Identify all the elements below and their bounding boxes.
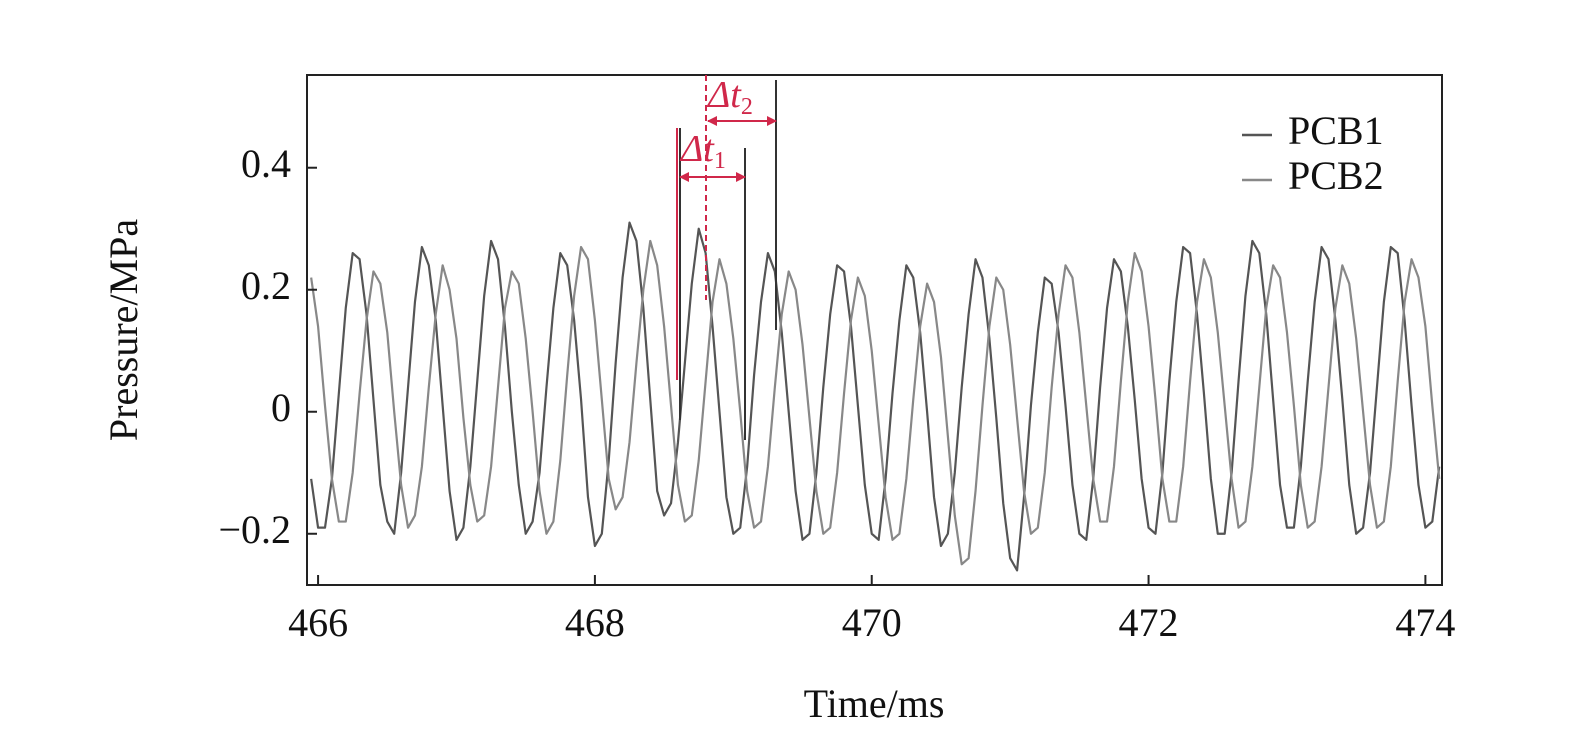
y-tick-label: −0.2: [218, 507, 291, 552]
x-tick-label: 468: [565, 600, 625, 645]
y-tick-label: 0.4: [241, 141, 291, 186]
x-tick-label: 466: [288, 600, 348, 645]
y-axis-label: Pressure/MPa: [101, 219, 146, 441]
x-tick-label: 472: [1119, 600, 1179, 645]
x-axis-label: Time/ms: [804, 681, 945, 726]
annotation-lines: [676, 75, 777, 440]
annotation: Δt2: [706, 74, 753, 120]
annotation: Δt1: [679, 128, 726, 174]
series-line: [310, 221, 1441, 572]
series-line: [310, 239, 1441, 566]
x-tick-label: 470: [842, 600, 902, 645]
plot-frame: [306, 74, 1443, 586]
legend-label: PCB2: [1288, 153, 1384, 198]
plot-area: [310, 221, 1441, 572]
x-tick-label: 474: [1395, 600, 1455, 645]
legend-label: PCB1: [1288, 108, 1384, 153]
y-tick-label: 0: [271, 385, 291, 430]
y-tick-label: 0.2: [241, 263, 291, 308]
